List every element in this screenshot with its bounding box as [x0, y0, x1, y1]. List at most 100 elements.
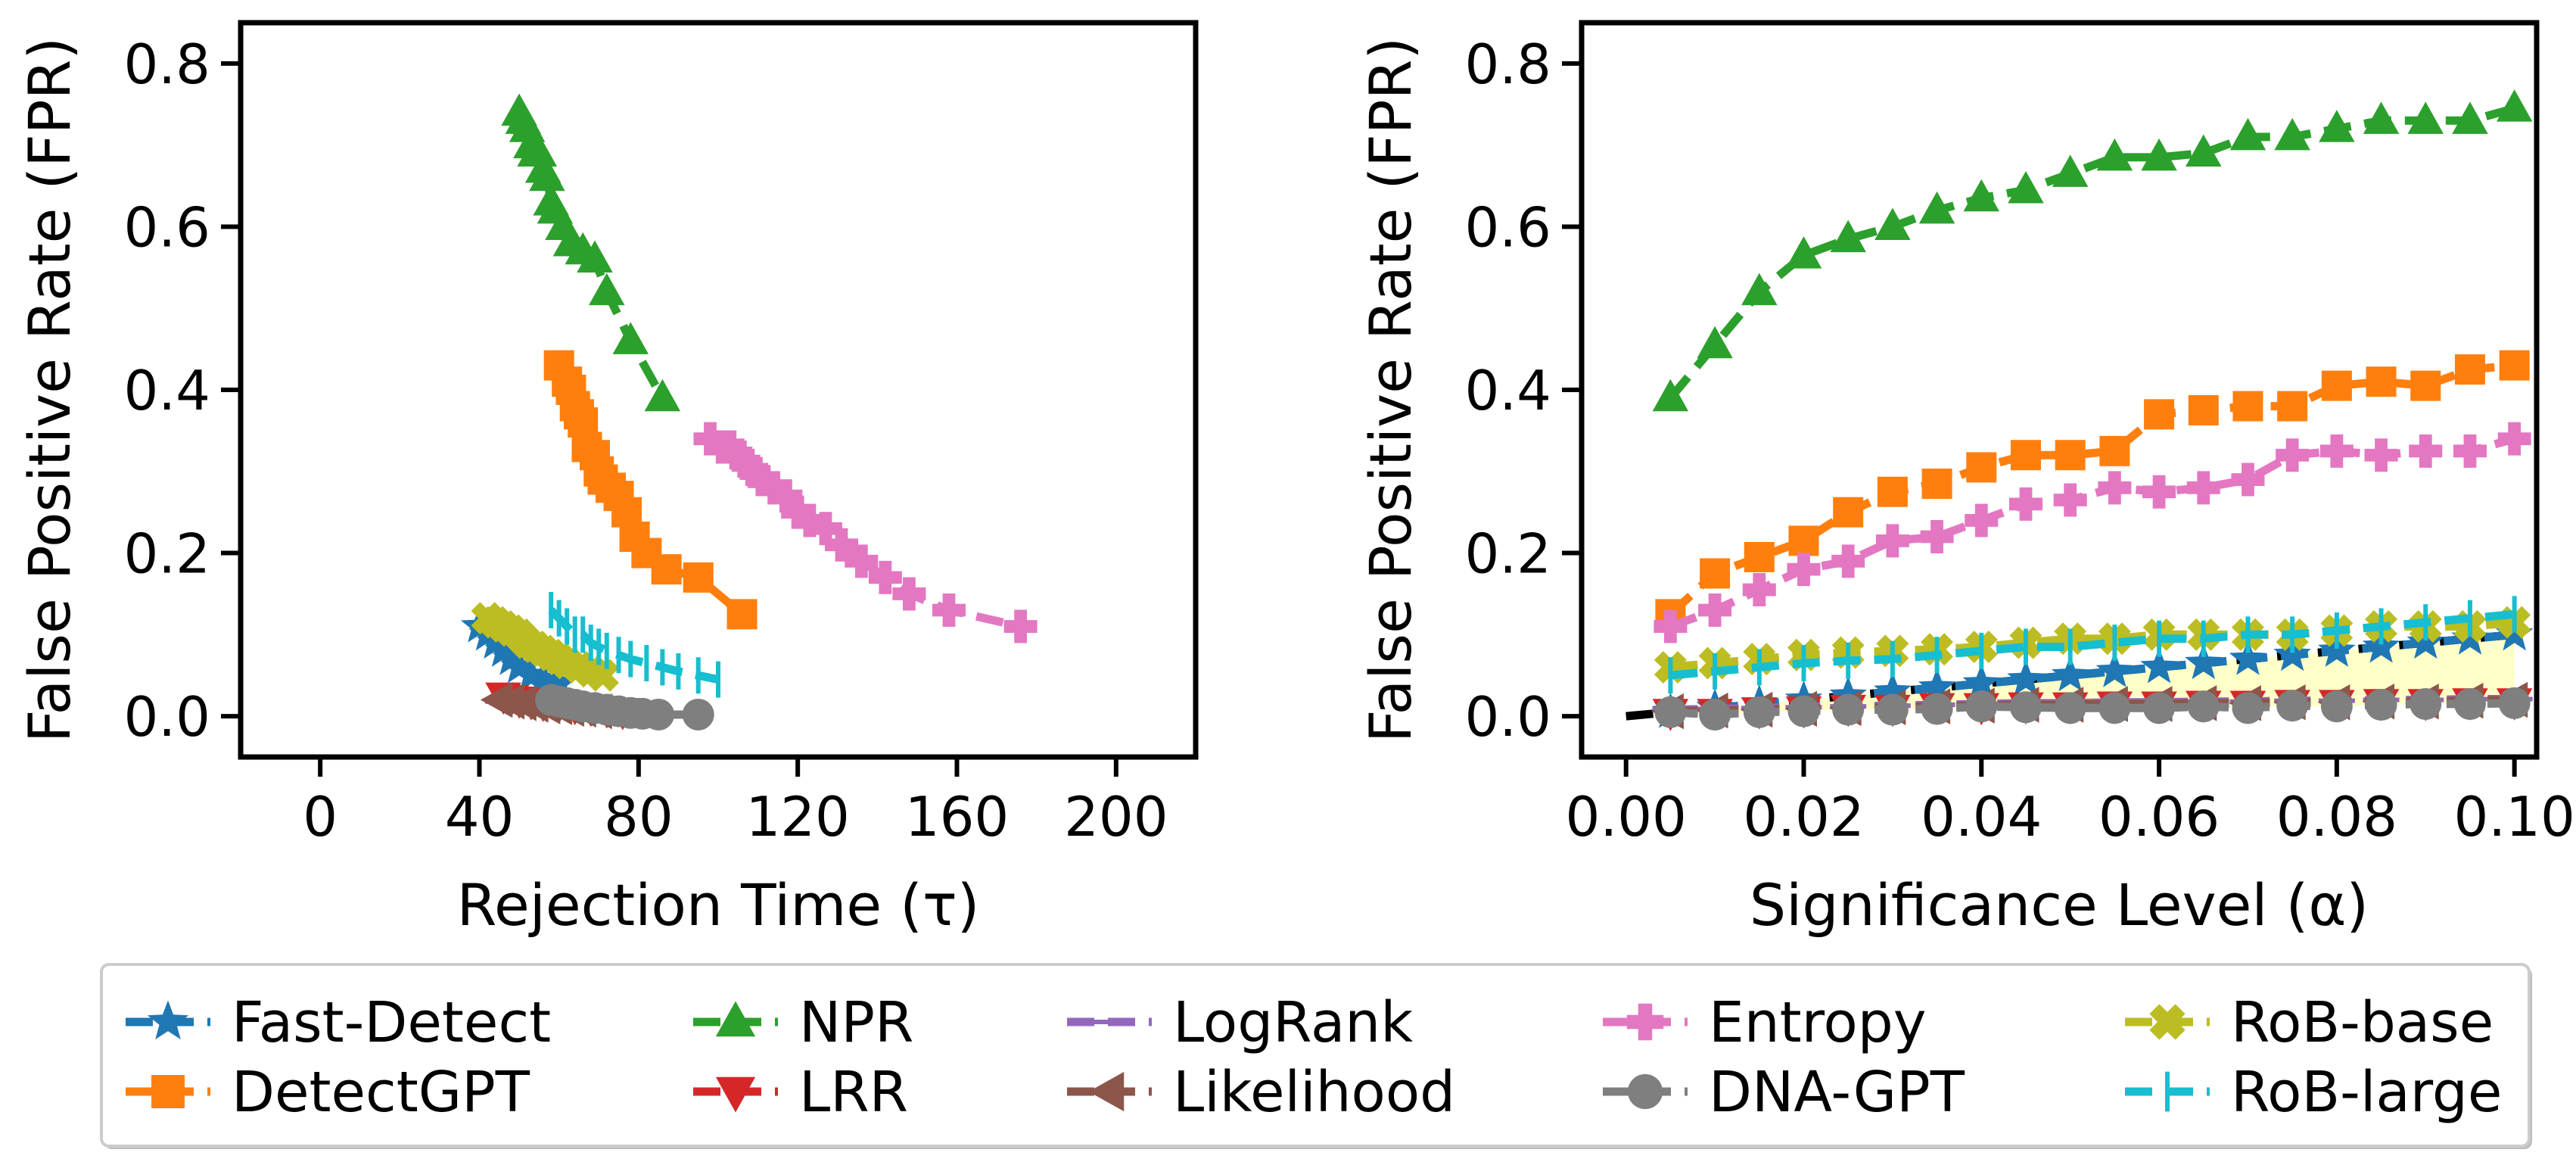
left-x-tick-label: 160 — [905, 785, 1009, 849]
left-point-entropy — [845, 544, 879, 578]
right-point-entropy — [2364, 438, 2398, 472]
right-point-fast-detect — [1918, 668, 1956, 704]
left-point-npr — [529, 158, 565, 192]
right-point-detectgpt — [2321, 370, 2352, 401]
left-series-entropy — [693, 422, 1038, 643]
right-point-fast-detect — [1874, 671, 1912, 708]
right-point-fast-detect — [2140, 647, 2178, 684]
right-point-entropy — [2008, 487, 2042, 521]
legend-label-lrr: LRR — [799, 1060, 908, 1125]
legend-marker-entropy — [1626, 1003, 1664, 1041]
left-point-entropy — [721, 438, 755, 472]
right-point-entropy — [1920, 520, 1954, 553]
right-point-npr — [2363, 101, 2400, 134]
right-point-npr — [2186, 134, 2222, 167]
left-point-npr — [589, 273, 625, 306]
right-point-dna-gpt — [2009, 691, 2042, 724]
right-point-detectgpt — [2366, 366, 2397, 397]
left-point-entropy — [729, 447, 763, 480]
left-y-tick-label: 0.6 — [123, 195, 210, 259]
left-point-detectgpt — [651, 554, 682, 585]
right-series-entropy — [1654, 422, 2531, 643]
right-point-npr — [1918, 191, 1955, 224]
right-point-dna-gpt — [1787, 695, 1820, 727]
right-point-entropy — [2276, 438, 2310, 472]
right-point-dna-gpt — [1965, 690, 1998, 723]
right-point-entropy — [2098, 471, 2132, 505]
right-y-tick-label: 0.8 — [1464, 33, 1551, 96]
left-x-tick-label: 80 — [604, 785, 674, 849]
legend-label-fast-detect: Fast-Detect — [232, 990, 551, 1055]
legend-entry-lrr: LRR — [693, 1060, 908, 1125]
right-point-fast-detect — [2318, 631, 2356, 667]
right-point-npr — [2008, 170, 2044, 204]
left-point-npr — [612, 322, 649, 354]
legend-entry-dna-gpt: DNA-GPT — [1603, 1060, 1965, 1125]
right-point-detectgpt — [2454, 354, 2485, 385]
right-point-npr — [1652, 379, 1689, 412]
legend-entry-rob-large: RoB-large — [2125, 1060, 2502, 1125]
left-x-tick-label: 0 — [303, 785, 338, 849]
left-point-entropy — [737, 454, 771, 488]
right-point-detectgpt — [1788, 525, 1819, 556]
right-point-entropy — [1787, 553, 1821, 587]
left-point-entropy — [868, 560, 902, 594]
right-point-npr — [1963, 179, 2000, 212]
right-point-detectgpt — [2410, 370, 2441, 401]
legend-marker-npr — [715, 1001, 756, 1037]
right-y-tick-label: 0.0 — [1464, 685, 1551, 749]
right-point-dna-gpt — [2143, 692, 2176, 724]
right-point-npr — [2452, 101, 2488, 134]
legend-label-entropy: Entropy — [1709, 990, 1927, 1055]
right-point-npr — [2096, 138, 2133, 171]
left-point-entropy — [745, 463, 779, 497]
right-ticks-group: 0.00 0.02 0.04 0.06 0.08 0.10 0.0 0.2 0.4 0.6 0.8 — [1464, 33, 2574, 849]
right-point-detectgpt — [2499, 350, 2530, 381]
left-panel: 0 40 80 120 160 200 0.0 0.2 0.4 0.6 0.8 Rejection … — [16, 20, 1199, 939]
left-series-rob-large — [548, 592, 720, 698]
right-point-dna-gpt — [2187, 690, 2220, 723]
right-series-group — [1651, 89, 2534, 731]
right-point-dna-gpt — [2410, 687, 2442, 720]
left-series-detectgpt — [543, 350, 758, 630]
legend-entry-rob-base: RoB-base — [2125, 990, 2494, 1055]
right-x-tick-label: 0.08 — [2276, 785, 2397, 849]
right-point-fast-detect — [2007, 659, 2045, 696]
left-series-npr — [501, 93, 681, 412]
right-point-npr — [1874, 207, 1911, 240]
left-y-tick-label: 0.8 — [123, 33, 210, 96]
left-point-entropy — [1003, 609, 1038, 643]
left-point-fast-detect — [492, 639, 530, 675]
right-point-npr — [1830, 220, 1866, 253]
right-point-npr — [2407, 101, 2444, 134]
left-point-fast-detect — [484, 631, 522, 667]
legend-entry-logrank: LogRank — [1067, 990, 1413, 1055]
right-point-entropy — [2319, 434, 2354, 468]
right-point-entropy — [2497, 422, 2531, 456]
left-point-entropy — [769, 479, 803, 513]
right-x-tick-label: 0.00 — [1566, 785, 1687, 849]
right-point-entropy — [2453, 434, 2487, 468]
right-point-fast-detect — [2406, 623, 2444, 659]
right-point-dna-gpt — [2453, 687, 2486, 720]
legend-entry-detectgpt: DetectGPT — [126, 1060, 530, 1125]
left-point-entropy — [693, 422, 727, 456]
left-y-tick-label: 0.4 — [123, 359, 210, 422]
right-point-npr — [1741, 273, 1778, 306]
right-y-axis-title: False Positive Rate (FPR) — [1357, 37, 1424, 743]
right-y-tick-label: 0.6 — [1464, 195, 1551, 259]
right-point-npr — [2141, 138, 2177, 171]
right-point-entropy — [2186, 471, 2220, 505]
right-point-dna-gpt — [1743, 696, 1775, 728]
right-point-entropy — [2053, 483, 2087, 517]
right-point-detectgpt — [1833, 497, 1864, 528]
legend-marker-dna-gpt — [1627, 1073, 1663, 1110]
left-y-tick-label: 0.0 — [123, 685, 210, 749]
left-point-detectgpt — [726, 599, 758, 630]
legend-label-npr: NPR — [799, 990, 913, 1055]
right-point-dna-gpt — [2320, 690, 2353, 723]
right-point-fast-detect — [2051, 656, 2089, 692]
left-point-entropy — [781, 495, 815, 529]
